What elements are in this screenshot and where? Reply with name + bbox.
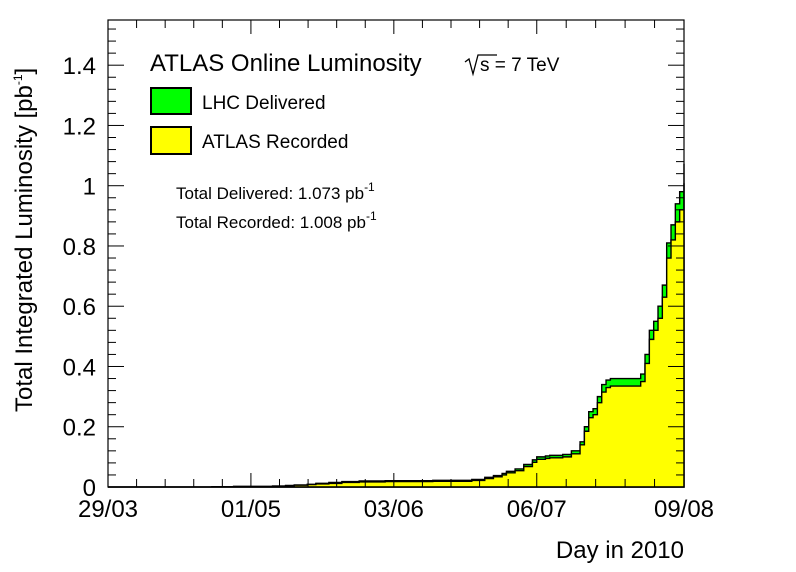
y-tick-label-5: 1 xyxy=(83,174,96,201)
y-tick-label-0: 0 xyxy=(83,475,96,502)
y-tick-label-7: 1.4 xyxy=(63,53,96,80)
total-recorded-label: Total Recorded: 1.008 pb-1 xyxy=(176,209,377,232)
y-axis-title: Total Integrated Luminosity [pb-1] xyxy=(11,68,38,412)
total-delivered-label: Total Delivered: 1.073 pb-1 xyxy=(176,180,375,203)
x-tick-label-0: 29/03 xyxy=(78,496,138,523)
y-tick-label-4: 0.8 xyxy=(63,234,96,261)
y-tick-labels: 0 0.2 0.4 0.6 0.8 1 1.2 1.4 xyxy=(63,53,96,502)
legend-swatch-delivered xyxy=(150,87,192,115)
chart-title: ATLAS Online Luminosity xyxy=(150,50,422,77)
x-tick-label-1: 01/05 xyxy=(221,496,281,523)
y-tick-label-3: 0.6 xyxy=(63,294,96,321)
y-tick-label-1: 0.2 xyxy=(63,415,96,442)
x-tick-label-2: 03/06 xyxy=(364,496,424,523)
plot-frame xyxy=(107,19,685,488)
x-tick-label-3: 06/07 xyxy=(507,496,567,523)
y-tick-label-2: 0.4 xyxy=(63,354,96,381)
x-tick-label-4: 09/08 xyxy=(654,496,714,523)
series-area-recorded xyxy=(108,183,685,488)
x-tick-labels: 29/03 01/05 03/06 06/07 09/08 xyxy=(78,496,714,523)
energy-label: s = 7 TeV xyxy=(464,54,560,77)
sqrt-symbol-icon xyxy=(464,54,497,77)
x-axis-title: Day in 2010 xyxy=(556,537,684,564)
legend-label-recorded: ATLAS Recorded xyxy=(202,132,348,153)
y-tick-label-6: 1.2 xyxy=(63,113,96,140)
legend-swatch-recorded xyxy=(150,126,192,155)
energy-text: s = 7 TeV xyxy=(480,55,560,76)
legend: LHC Delivered ATLAS Recorded xyxy=(150,87,348,155)
plot-areas xyxy=(108,163,685,488)
axis-ticks xyxy=(107,20,685,488)
legend-label-delivered: LHC Delivered xyxy=(202,93,326,114)
